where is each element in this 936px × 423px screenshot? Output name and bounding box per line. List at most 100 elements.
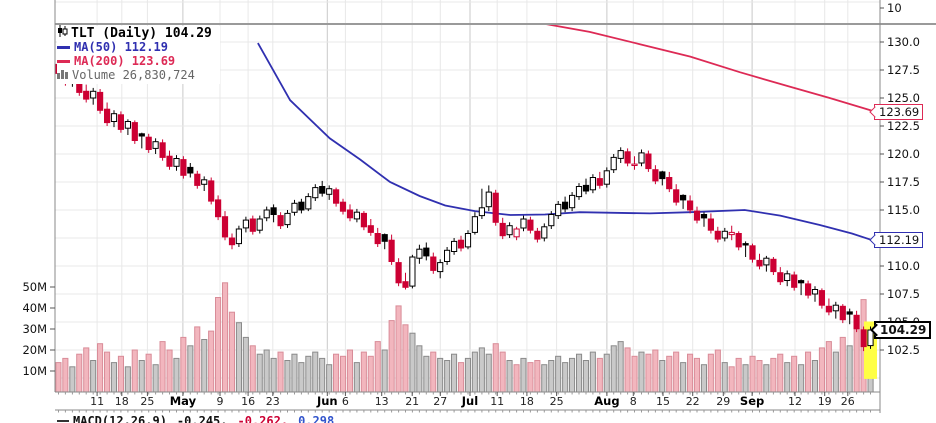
price-tick-label: 107.5 — [887, 287, 920, 301]
volume-bar — [173, 357, 180, 393]
candle-body — [395, 262, 402, 284]
volume-bar — [235, 322, 242, 393]
candle-body — [110, 113, 118, 122]
volume-bar — [402, 324, 409, 393]
volume-tick-label: 30M — [22, 322, 47, 336]
candle-body — [853, 314, 860, 330]
volume-bar — [700, 364, 708, 393]
volume-bar — [458, 362, 465, 393]
callout-price-text: 112.19 — [879, 233, 920, 248]
ma200-label: MA(200) 123.69 — [74, 54, 176, 68]
volume-bar — [777, 353, 784, 393]
date-tick-label: 25 — [140, 395, 154, 408]
volume-bar — [839, 336, 846, 393]
candle-body — [464, 233, 472, 248]
ma200-swatch-icon — [57, 59, 70, 63]
date-tick-label: 12 — [788, 395, 802, 408]
volume-bar — [388, 320, 395, 393]
candle-body — [215, 199, 222, 218]
volume-bar — [284, 360, 291, 393]
volume-bar — [117, 355, 125, 393]
ma50-line — [257, 42, 875, 242]
volume-bar — [721, 362, 728, 393]
macd-legend-row: MACD(12,26,9) -0.245, -0.262, 0.298 — [57, 414, 334, 423]
volume-bar — [97, 343, 104, 393]
candle-body — [416, 248, 423, 259]
volume-bar — [624, 347, 631, 393]
price-tick-label: 117.5 — [887, 175, 920, 189]
candle-body — [492, 192, 499, 223]
candle-body — [360, 212, 367, 228]
volume-bar — [305, 355, 312, 393]
candle-body — [319, 186, 326, 194]
candle-body — [582, 184, 590, 192]
date-tick-label: Jul — [461, 394, 478, 408]
candle-body — [700, 214, 708, 219]
candle-body — [680, 194, 687, 201]
candle-body — [291, 202, 298, 213]
date-tick-label: 11 — [90, 395, 104, 408]
volume-bar — [242, 336, 249, 393]
date-tick-label: Sep — [740, 394, 764, 408]
candle-body — [832, 304, 839, 312]
volume-tick-label: 20M — [22, 343, 47, 357]
candle-body — [749, 245, 756, 260]
price-callout-123.69: 123.69 — [868, 103, 924, 120]
candle-body — [187, 166, 194, 174]
volume-bar — [326, 364, 333, 393]
date-tick-label: 23 — [266, 395, 280, 408]
candle-body — [451, 240, 458, 252]
date-tick-label: 13 — [375, 395, 389, 408]
candle-body — [437, 262, 444, 273]
volume-bar — [62, 357, 69, 393]
ma50-swatch-icon — [57, 45, 70, 49]
candle-body — [388, 239, 395, 262]
date-tick-label: 25 — [550, 395, 564, 408]
date-tick-label: Jun — [316, 394, 338, 408]
candle-body — [471, 216, 478, 233]
volume-bar — [485, 353, 492, 393]
volume-tick-label: 10M — [22, 364, 47, 378]
volume-bar — [201, 339, 208, 393]
candle-body — [152, 141, 159, 149]
candle-body — [555, 203, 562, 217]
volume-bar — [506, 360, 513, 393]
volume-bar — [596, 357, 603, 393]
candle-body — [228, 237, 236, 246]
volume-bar — [381, 349, 388, 393]
volume-bar — [256, 353, 263, 393]
volume-bar — [270, 357, 277, 393]
volume-bar — [645, 353, 652, 393]
candle-body — [763, 257, 770, 266]
volume-bar — [499, 351, 506, 393]
volume-label: Volume 26,830,724 — [72, 68, 195, 82]
candle-body — [166, 155, 173, 167]
volume-bar — [104, 351, 111, 393]
candle-body — [805, 283, 812, 296]
candle-body — [825, 305, 832, 313]
volume-bar — [430, 351, 437, 393]
price-tick-label: 115.0 — [887, 203, 920, 217]
candle-body — [478, 207, 485, 217]
candle-body — [589, 177, 596, 191]
volume-bar — [180, 336, 187, 393]
price-tick-label: 102.5 — [887, 343, 920, 357]
candle-body — [693, 210, 701, 221]
price-tick-label: 125.0 — [887, 91, 920, 105]
date-tick-label: 22 — [686, 395, 700, 408]
candle-body — [381, 234, 388, 242]
candle-body — [235, 228, 243, 245]
candle-body — [659, 171, 666, 180]
candle-body — [346, 209, 354, 219]
date-tick-label: 29 — [716, 395, 730, 408]
volume-bar — [409, 332, 416, 393]
candle-body — [714, 230, 721, 240]
candle-body — [645, 153, 652, 170]
volume-bar — [464, 357, 471, 393]
volume-bar — [811, 360, 819, 393]
candle-body — [617, 150, 624, 159]
volume-bar — [437, 357, 444, 393]
candle-body — [603, 170, 610, 185]
